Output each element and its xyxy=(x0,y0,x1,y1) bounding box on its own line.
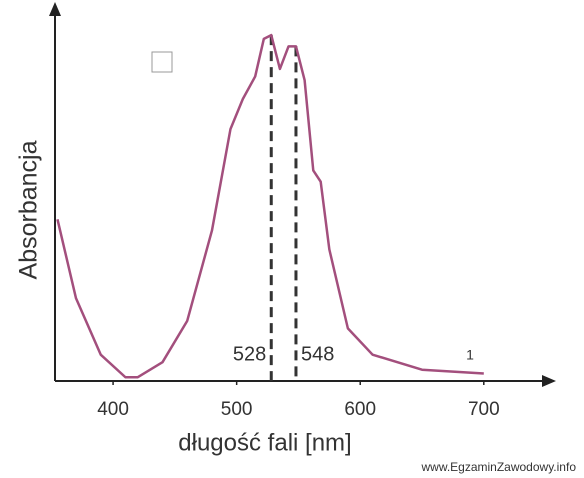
y-axis-label: Absorbancja xyxy=(15,140,43,279)
watermark: www.EgzaminZawodowy.info xyxy=(420,460,576,474)
y-axis-arrow xyxy=(49,2,61,16)
x-axis-arrow xyxy=(542,375,556,387)
broken-image-icon xyxy=(151,51,173,73)
peak-label: 528 xyxy=(233,343,266,365)
peak-label: 548 xyxy=(301,343,334,365)
x-tick-label: 600 xyxy=(344,399,376,420)
x-tick-label: 700 xyxy=(468,399,500,420)
x-tick-label: 500 xyxy=(221,399,253,420)
series-label: 1 xyxy=(466,347,474,363)
x-axis-label: długość fali [nm] xyxy=(178,429,351,456)
x-tick-label: 400 xyxy=(97,399,129,420)
spectrum-line xyxy=(56,33,484,379)
